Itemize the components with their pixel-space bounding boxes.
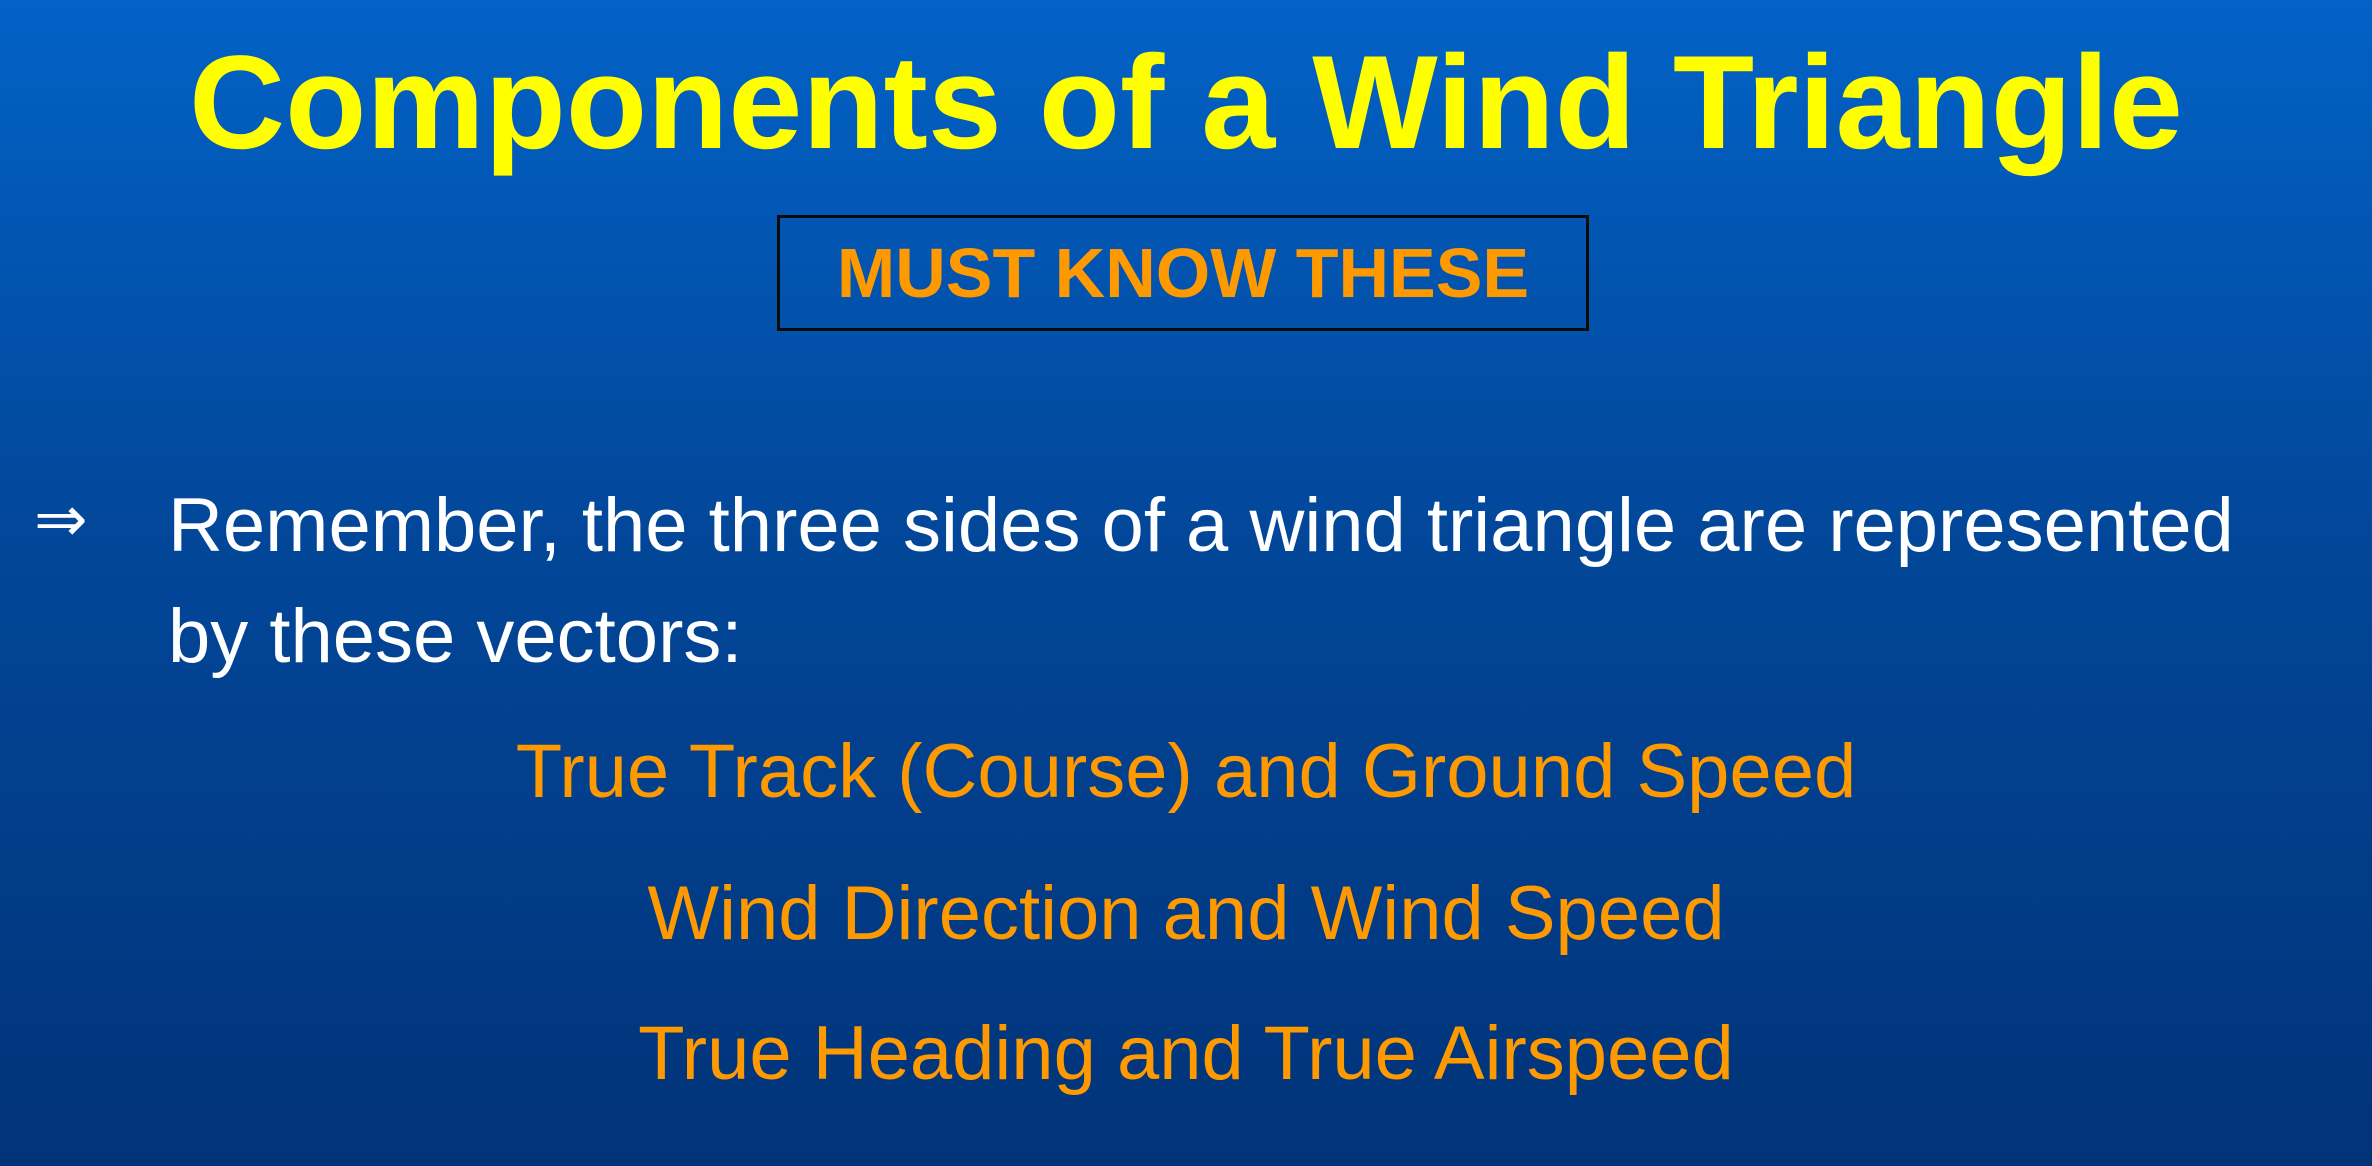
bullet-text-line-1: Remember, the three sides of a wind tria… <box>168 483 2234 568</box>
slide-title: Components of a Wind Triangle <box>189 29 2183 177</box>
bullet-text: Remember, the three sides of a wind tria… <box>168 470 2368 692</box>
right-double-arrow-icon: ⇒ <box>34 483 88 557</box>
bullet-text-line-2: by these vectors: <box>168 594 743 679</box>
vector-item-wind: Wind Direction and Wind Speed <box>647 871 1725 956</box>
vector-item-true-heading: True Heading and True Airspeed <box>638 1011 1734 1096</box>
must-know-badge: MUST KNOW THESE <box>777 215 1589 331</box>
vector-item-true-track: True Track (Course) and Ground Speed <box>515 729 1857 814</box>
